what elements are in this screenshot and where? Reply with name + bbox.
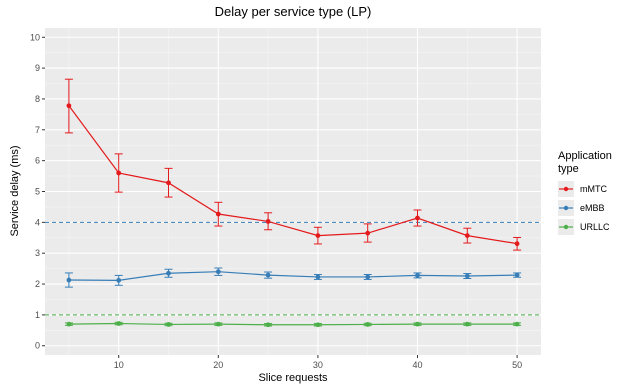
data-point	[66, 277, 72, 283]
series-lines	[68, 105, 518, 326]
data-point	[365, 274, 371, 280]
data-point	[315, 274, 321, 280]
x-tick-label: 20	[213, 360, 223, 370]
data-point	[166, 270, 171, 276]
y-tick-label: 1	[35, 310, 40, 320]
data-point	[215, 321, 221, 327]
y-axis: 0 1 2 3 4 5 6 7 8 9 10	[30, 32, 45, 351]
data-point	[415, 273, 420, 278]
x-tick-label: 50	[512, 360, 522, 370]
data-point	[265, 219, 271, 224]
x-tick-label: 30	[313, 360, 323, 370]
series-line	[68, 322, 518, 326]
data-point	[66, 103, 72, 109]
y-tick-label: 7	[35, 125, 40, 135]
data-point	[315, 233, 321, 239]
data-point	[464, 321, 470, 327]
data-point	[166, 322, 171, 327]
legend-title: Application	[558, 150, 612, 162]
y-tick-label: 8	[35, 94, 40, 104]
data-point	[215, 269, 221, 275]
legend-label: eMBB	[580, 203, 605, 213]
y-tick-label: 6	[35, 156, 40, 166]
series-points	[66, 103, 520, 328]
grid-minor	[45, 28, 541, 355]
data-point	[265, 272, 271, 278]
reference-lines	[45, 221, 541, 316]
legend-label: URLLC	[580, 222, 610, 232]
y-tick-label: 9	[35, 63, 40, 73]
data-point	[215, 211, 221, 217]
y-tick-label: 3	[35, 248, 40, 258]
legend-title: type	[558, 163, 579, 175]
y-tick-label: 0	[35, 341, 40, 351]
series-line	[68, 105, 518, 245]
data-point	[464, 233, 470, 239]
data-point	[464, 273, 470, 279]
y-tick-label: 5	[35, 187, 40, 197]
data-point	[116, 321, 122, 326]
chart-title: Delay per service type (LP)	[215, 4, 372, 19]
y-axis-title: Service delay (ms)	[9, 145, 21, 236]
x-tick-label: 10	[114, 360, 124, 370]
y-tick-label: 2	[35, 279, 40, 289]
data-point	[66, 321, 72, 327]
data-point	[166, 180, 171, 186]
data-point	[116, 170, 122, 176]
legend-key-point	[563, 186, 569, 192]
y-tick-label: 10	[30, 32, 40, 42]
data-point	[116, 277, 122, 283]
data-point	[415, 321, 420, 327]
x-axis-title: Slice requests	[258, 372, 328, 384]
data-point	[514, 241, 520, 247]
legend-key-point	[563, 205, 569, 211]
data-point	[514, 321, 520, 327]
data-point	[365, 322, 371, 327]
data-point	[265, 322, 271, 328]
data-point	[315, 322, 321, 328]
data-point	[514, 272, 520, 278]
x-tick-label: 40	[412, 360, 422, 370]
legend-key-point	[563, 224, 569, 230]
data-point	[415, 215, 420, 221]
legend-label: mMTC	[580, 184, 607, 194]
x-axis: 10 20 30 40 50	[114, 355, 522, 370]
y-tick-label: 4	[35, 217, 40, 227]
data-point	[365, 230, 371, 236]
series-line	[68, 271, 518, 281]
